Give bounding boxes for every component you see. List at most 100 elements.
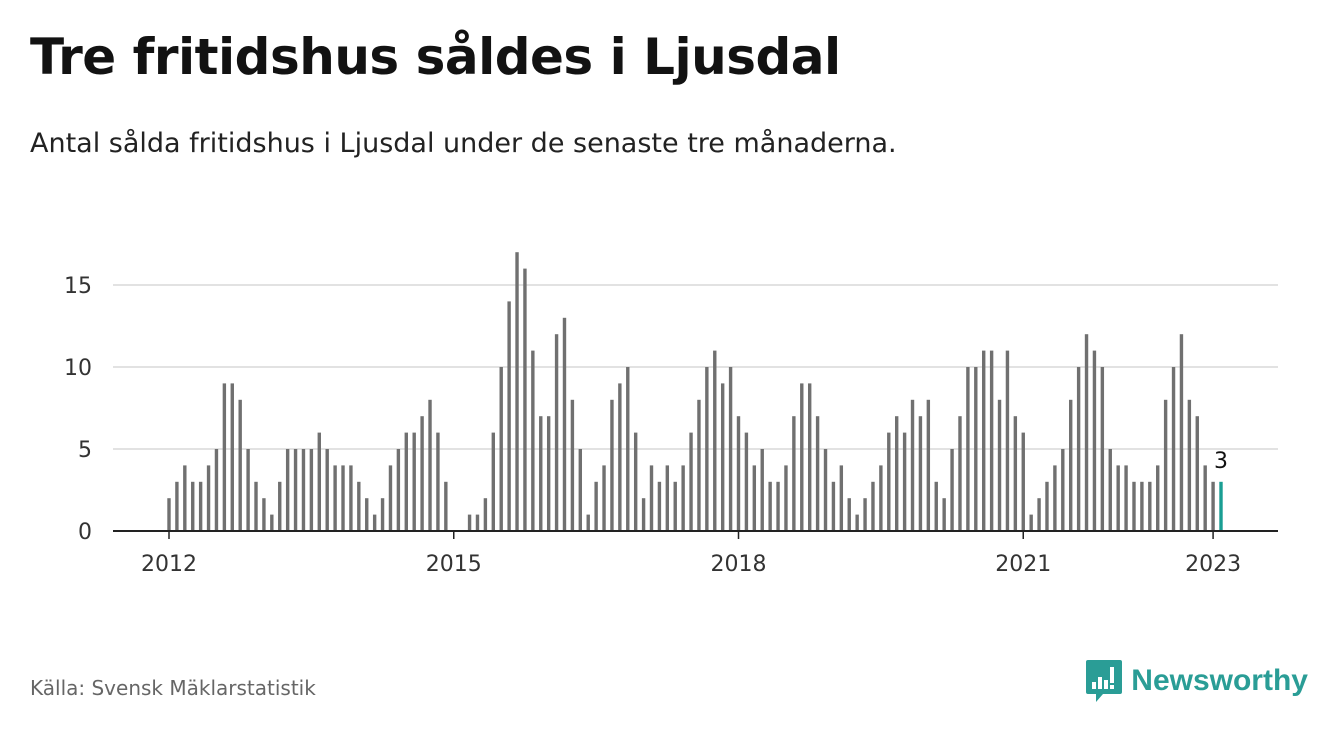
bar xyxy=(974,367,978,531)
bar xyxy=(871,481,875,531)
bar xyxy=(887,432,891,531)
bar xyxy=(800,383,804,531)
bar xyxy=(997,399,1002,531)
axes xyxy=(113,530,1278,539)
x-tick-label: 2021 xyxy=(995,552,1051,577)
bar xyxy=(713,350,717,531)
labels: 0 5 10 15 2012 2015 2018 2021 2023 3 xyxy=(64,274,1241,577)
bar xyxy=(222,383,227,531)
bar xyxy=(918,416,923,531)
bar xyxy=(752,465,757,531)
bar xyxy=(578,449,583,531)
bar xyxy=(396,449,401,531)
brand-logo: Newsworthy xyxy=(1085,658,1308,704)
source-note: Källa: Svensk Mäklarstatistik xyxy=(30,676,316,700)
bar xyxy=(665,465,670,531)
bar xyxy=(1100,367,1105,531)
bar xyxy=(1187,399,1192,531)
bar xyxy=(895,416,899,531)
bar xyxy=(815,416,820,531)
bar xyxy=(444,481,448,531)
bar xyxy=(507,301,511,531)
bar xyxy=(736,416,741,531)
bar xyxy=(586,514,590,531)
bar xyxy=(1163,399,1168,531)
bar xyxy=(633,432,638,531)
bar xyxy=(1195,416,1199,531)
bar xyxy=(499,367,503,531)
y-tick-label: 10 xyxy=(64,356,92,381)
bar xyxy=(602,465,606,531)
bar xyxy=(618,383,622,531)
bar xyxy=(982,350,986,531)
bar xyxy=(950,449,954,531)
bar xyxy=(966,367,970,531)
x-tick-label: 2012 xyxy=(141,552,197,577)
bar xyxy=(1171,367,1176,531)
bar xyxy=(1053,465,1057,531)
bar xyxy=(404,432,408,531)
bars xyxy=(167,252,1223,531)
bar xyxy=(191,481,195,531)
bar xyxy=(1061,449,1065,531)
bar xyxy=(1124,465,1128,531)
bar xyxy=(167,498,171,531)
bar xyxy=(1148,481,1152,531)
bar xyxy=(570,399,575,531)
bar xyxy=(380,498,385,531)
bar xyxy=(254,481,258,531)
bar xyxy=(531,350,535,531)
x-tick-label: 2018 xyxy=(711,552,767,577)
bar xyxy=(230,383,234,531)
bar xyxy=(270,514,274,531)
bar xyxy=(768,481,772,531)
bar xyxy=(626,367,630,531)
gridlines xyxy=(113,284,1278,450)
bar xyxy=(309,449,314,531)
bar xyxy=(1140,481,1144,531)
bar xyxy=(610,399,614,531)
bar xyxy=(523,268,527,531)
bar xyxy=(372,514,377,531)
bar xyxy=(388,465,393,531)
bar xyxy=(357,481,361,531)
bar xyxy=(285,449,290,531)
bar xyxy=(1076,367,1081,531)
bar xyxy=(278,481,282,531)
bar xyxy=(365,498,369,531)
bar xyxy=(594,481,598,531)
chart-subtitle: Antal sålda fritidshus i Ljusdal under d… xyxy=(30,128,897,159)
bar xyxy=(1021,432,1025,531)
bar xyxy=(491,432,495,531)
bar xyxy=(349,465,353,531)
bar xyxy=(649,465,654,531)
bar xyxy=(720,383,725,531)
bar xyxy=(1029,514,1033,531)
bar xyxy=(1179,334,1184,531)
last-value-label: 3 xyxy=(1214,449,1228,474)
bar xyxy=(989,350,994,531)
bar xyxy=(784,465,788,531)
x-tick-label: 2015 xyxy=(426,552,482,577)
bar xyxy=(554,334,559,531)
bar xyxy=(807,383,812,531)
bar xyxy=(760,449,764,531)
x-tick-label: 2023 xyxy=(1185,552,1241,577)
bar xyxy=(942,498,946,531)
bar xyxy=(412,432,416,531)
bar xyxy=(206,465,211,531)
bar xyxy=(238,399,242,531)
bar xyxy=(776,481,780,531)
bar xyxy=(910,399,915,531)
bar xyxy=(1005,350,1010,531)
chart-title: Tre fritidshus såldes i Ljusdal xyxy=(30,28,841,86)
bar xyxy=(1013,416,1018,531)
bar xyxy=(689,432,693,531)
bar xyxy=(475,514,480,531)
bar xyxy=(539,416,543,531)
bar xyxy=(1156,465,1160,531)
bar xyxy=(341,465,345,531)
newsworthy-logo-icon xyxy=(1086,660,1123,702)
y-tick-label: 5 xyxy=(78,438,92,463)
bar xyxy=(902,432,907,531)
